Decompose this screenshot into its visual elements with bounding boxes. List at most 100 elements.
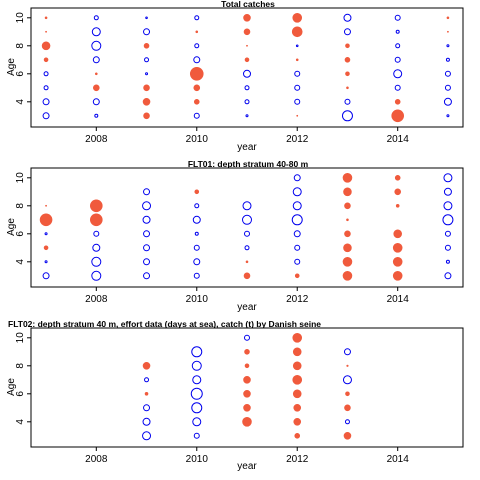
- bubble-negative: [244, 85, 250, 91]
- bubble-negative: [294, 244, 301, 251]
- y-tick-label: 6: [15, 231, 26, 237]
- bubble-negative: [444, 70, 451, 77]
- bubble-positive: [246, 44, 248, 47]
- bubble-positive: [296, 114, 299, 117]
- bubble-negative: [395, 29, 400, 34]
- bubble-positive: [345, 391, 350, 397]
- bubble-positive: [143, 42, 150, 49]
- bubble-positive: [344, 56, 351, 63]
- bubble-negative: [443, 201, 453, 211]
- bubble-positive: [194, 189, 200, 195]
- bubble-negative: [443, 173, 453, 183]
- y-tick-label: 10: [15, 172, 26, 184]
- bubble-positive: [345, 71, 350, 77]
- bubble-negative: [93, 15, 99, 21]
- panel-3: FLT02: depth stratum 40 m, effort data (…: [6, 319, 464, 472]
- bubble-positive: [293, 403, 302, 412]
- bubble-positive: [394, 99, 401, 105]
- bubble-negative: [442, 214, 454, 226]
- bubble-positive: [344, 230, 351, 238]
- plot-frame: [30, 7, 464, 128]
- bubble-negative: [445, 57, 450, 62]
- y-tick-label: 10: [15, 12, 26, 24]
- bubble-negative: [145, 16, 148, 20]
- bubble-positive: [292, 12, 303, 23]
- y-tick-label: 6: [15, 71, 26, 77]
- bubble-positive: [243, 28, 251, 36]
- bubble-positive: [243, 403, 251, 412]
- y-tick-label: 4: [15, 419, 26, 425]
- bubble-negative: [342, 375, 352, 385]
- y-tick-label: 8: [15, 203, 26, 209]
- bubble-negative: [194, 15, 200, 21]
- bubble-positive: [295, 58, 299, 62]
- bubble-positive: [143, 84, 150, 92]
- bubble-negative: [143, 244, 151, 252]
- bubble-positive: [193, 99, 200, 105]
- plot-frame: [30, 327, 464, 448]
- bubble-negative: [443, 97, 452, 106]
- x-tick-label: 2012: [286, 134, 309, 145]
- bubble-positive: [244, 57, 250, 63]
- bubble-negative: [343, 348, 351, 356]
- bubble-positive: [90, 199, 103, 213]
- bubble-positive: [343, 187, 352, 197]
- bubble-negative: [91, 256, 102, 267]
- bubble-negative: [92, 98, 100, 106]
- bubble-positive: [346, 86, 349, 90]
- bubble-negative: [244, 334, 250, 341]
- bubble-positive: [93, 84, 100, 92]
- bubble-negative: [91, 40, 102, 51]
- bubble-negative: [244, 99, 250, 105]
- bubble-positive: [41, 41, 51, 51]
- bubble-negative: [191, 402, 203, 414]
- bubble-negative: [44, 260, 48, 264]
- bubble-negative: [193, 432, 200, 439]
- bubble-negative: [244, 230, 250, 237]
- bubble-positive: [294, 273, 300, 279]
- x-tick-label: 2014: [387, 294, 410, 305]
- bubble-negative: [444, 230, 451, 237]
- panel-1: Total catches 2008 2010 2012 2014 4 6 8 10 year Ag…: [6, 0, 464, 153]
- bubble-negative: [445, 259, 450, 264]
- bubble-negative: [194, 231, 199, 236]
- bubble-negative: [93, 230, 100, 237]
- bubble-negative: [145, 72, 149, 76]
- bubble-positive: [345, 43, 350, 49]
- bubble-negative: [194, 203, 200, 209]
- bubble-positive: [294, 432, 301, 439]
- bubble-positive: [394, 188, 401, 196]
- bubble-negative: [242, 201, 252, 211]
- x-tick-label: 2010: [186, 294, 209, 305]
- bubble-negative: [193, 56, 201, 64]
- bubble-negative: [294, 84, 301, 91]
- bubble-positive: [292, 361, 302, 371]
- bubble-negative: [191, 360, 202, 371]
- bubble-negative: [92, 56, 100, 64]
- bubble-negative: [394, 56, 401, 63]
- bubble-positive: [245, 260, 249, 264]
- bubble-positive: [43, 245, 49, 251]
- bubble-negative: [143, 28, 151, 36]
- bubble-negative: [193, 258, 201, 266]
- bubble-negative: [192, 417, 202, 427]
- bubble-positive: [243, 375, 251, 384]
- y-tick-label: 10: [15, 332, 26, 344]
- bubble-positive: [346, 218, 349, 222]
- bubble-positive: [243, 389, 251, 398]
- bubble-positive: [45, 30, 47, 33]
- bubble-positive: [446, 16, 450, 20]
- bubble-positive: [144, 391, 149, 396]
- bubble-negative: [443, 187, 452, 196]
- bubble-positive: [193, 84, 201, 92]
- panel-title: FLT02: depth stratum 40 m, effort data (…: [8, 319, 321, 329]
- bubble-positive: [195, 30, 199, 34]
- panel-2: FLT01: depth stratum 40-80 m 2008 2010 2012…: [6, 159, 464, 313]
- bubble-positive: [391, 109, 404, 123]
- y-axis-label: Age: [6, 378, 17, 396]
- bubble-negative: [193, 272, 200, 279]
- bubble-positive: [292, 389, 302, 399]
- bubble-negative: [444, 272, 452, 280]
- bubble-positive: [343, 431, 352, 440]
